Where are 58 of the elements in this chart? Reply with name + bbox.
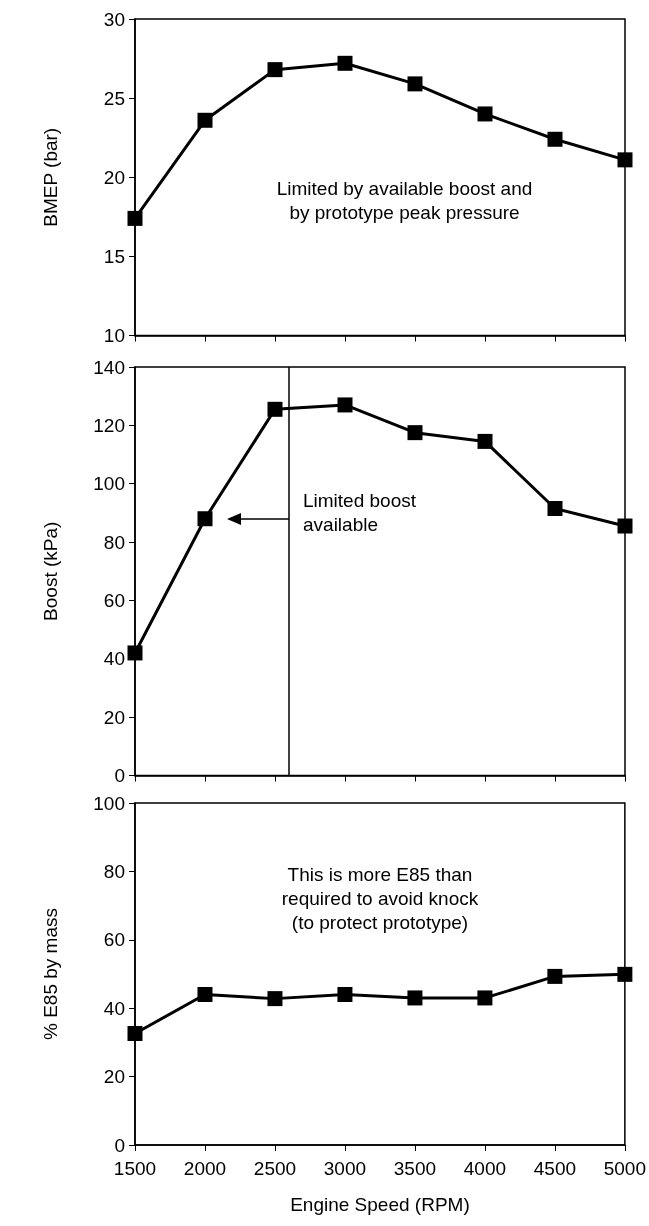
annotation: Limited boost available — [303, 488, 417, 537]
point — [547, 968, 563, 984]
y-tick-label: 80 — [103, 860, 125, 882]
annotation: Limited by available boost and by prototype peak pressure — [276, 177, 533, 223]
point — [127, 210, 143, 226]
point — [127, 1026, 143, 1042]
point — [267, 991, 283, 1007]
y-tick-label: 25 — [103, 87, 125, 109]
x-tick-label: 3000 — [323, 1158, 367, 1179]
point — [197, 112, 213, 128]
point — [267, 62, 283, 78]
point — [407, 990, 423, 1006]
y-axis-title: Boost (kPa) — [40, 521, 61, 621]
point — [337, 55, 353, 71]
y-tick-label: 100 — [93, 792, 125, 814]
y-tick-label: 40 — [103, 997, 125, 1019]
x-tick-label: 4000 — [463, 1158, 507, 1179]
point — [197, 987, 213, 1003]
y-tick-label: 0 — [114, 765, 125, 786]
y-tick-label: 120 — [93, 414, 125, 436]
point — [617, 152, 633, 168]
x-tick-label: 2500 — [253, 1158, 297, 1179]
y-tick-label: 30 — [103, 8, 125, 30]
x-axis-title: Engine Speed (RPM) — [290, 1194, 470, 1215]
y-tick-label: 60 — [103, 589, 125, 611]
y-tick-label: 40 — [103, 648, 125, 670]
x-tick-label: 4500 — [533, 1158, 577, 1179]
x-tick-label: 1500 — [113, 1158, 157, 1179]
point — [127, 645, 143, 661]
y-tick-label: 80 — [103, 531, 125, 553]
y-tick-label: 60 — [103, 929, 125, 951]
point — [477, 106, 493, 122]
point — [197, 511, 213, 527]
y-tick-label: 0 — [114, 1134, 125, 1156]
point — [407, 425, 423, 441]
point — [617, 966, 633, 982]
point — [337, 397, 353, 413]
point — [267, 401, 283, 417]
point — [547, 501, 563, 517]
y-tick-label: 15 — [103, 245, 125, 267]
y-tick-label: 140 — [93, 356, 125, 378]
point — [337, 987, 353, 1003]
point — [617, 518, 633, 534]
y-tick-label: 20 — [103, 706, 125, 728]
y-tick-label: 20 — [103, 166, 125, 188]
x-tick-label: 5000 — [603, 1158, 647, 1179]
y-axis-title: BMEP (bar) — [40, 127, 61, 227]
point — [407, 76, 423, 92]
y-axis-title: % E85 by mass — [40, 908, 61, 1040]
point — [477, 990, 493, 1006]
x-tick-label: 3500 — [393, 1158, 437, 1179]
point — [547, 131, 563, 147]
y-tick-label: 20 — [103, 1066, 125, 1088]
y-tick-label: 10 — [103, 325, 125, 346]
x-tick-label: 2000 — [183, 1158, 227, 1179]
annotation: This is more E85 than required to avoid knock (to protect prototype) — [281, 864, 479, 934]
y-tick-label: 100 — [93, 473, 125, 495]
point — [477, 433, 493, 449]
